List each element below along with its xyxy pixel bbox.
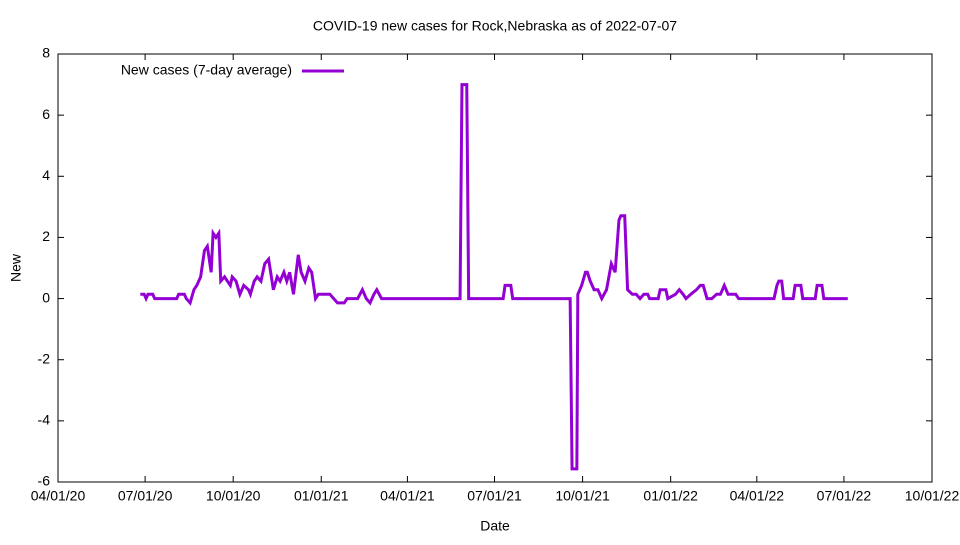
x-tick-label: 04/01/21 [380, 488, 435, 504]
x-tick-label: 01/01/22 [643, 488, 698, 504]
x-tick-label: 10/01/22 [905, 488, 960, 504]
chart-title: COVID-19 new cases for Rock,Nebraska as … [313, 18, 677, 34]
x-tick-label: 04/01/22 [730, 488, 785, 504]
y-tick-label: 0 [42, 289, 50, 305]
y-tick-label: -4 [38, 412, 51, 428]
data-line [140, 83, 848, 471]
x-tick-label: 01/01/21 [294, 488, 349, 504]
y-tick-label: 8 [42, 45, 50, 61]
plot-frame [57, 53, 933, 483]
x-tick-label: 07/01/21 [467, 488, 522, 504]
legend-label: New cases (7-day average) [121, 62, 292, 78]
x-tick-label: 07/01/22 [817, 488, 872, 504]
y-tick-label: -6 [38, 473, 51, 489]
y-tick-label: 6 [42, 106, 50, 122]
x-tick-label: 10/01/21 [555, 488, 610, 504]
y-tick-label: 2 [42, 228, 50, 244]
x-tick-label: 10/01/20 [206, 488, 261, 504]
y-tick-label: 4 [42, 167, 50, 183]
x-axis-label: Date [480, 518, 510, 534]
y-tick-label: -2 [38, 350, 51, 366]
x-tick-label: 07/01/20 [118, 488, 173, 504]
x-tick-label: 04/01/20 [31, 488, 86, 504]
y-axis-label: New [8, 253, 24, 282]
